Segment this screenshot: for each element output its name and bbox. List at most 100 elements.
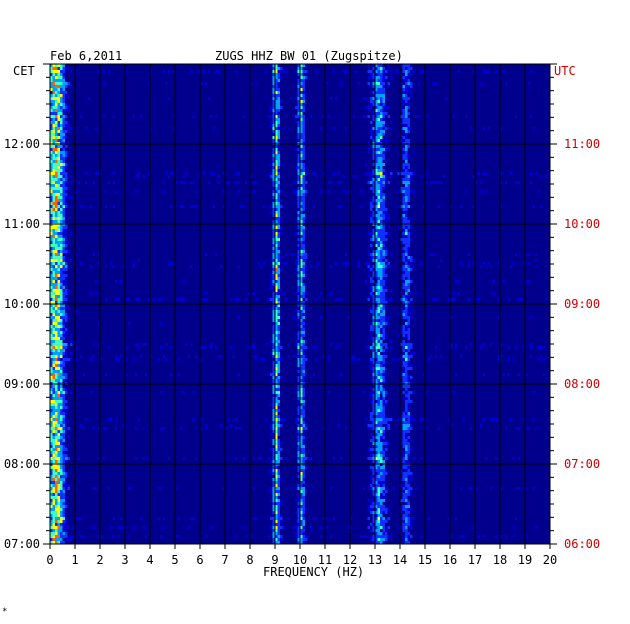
y-right-tick-label: 06:00 [564, 537, 600, 551]
heat-cell [405, 109, 408, 112]
heat-cell [65, 376, 68, 379]
heat-cell [57, 370, 60, 373]
heat-cell [380, 310, 383, 313]
heat-cell [372, 331, 375, 334]
heat-cell [300, 433, 303, 436]
heat-cell [52, 505, 55, 508]
heat-cell [402, 229, 405, 232]
x-tick-label: 14 [393, 553, 407, 567]
heat-cell [275, 106, 278, 109]
heat-cell [55, 319, 58, 322]
heat-cell [277, 211, 280, 214]
heat-cell [305, 490, 308, 493]
heat-cell [380, 178, 383, 181]
heat-cell [297, 172, 300, 175]
heat-cell [387, 535, 390, 538]
heat-cell [350, 526, 353, 529]
heat-cell [367, 448, 370, 451]
heat-cell [272, 184, 275, 187]
heat-cell [55, 88, 58, 91]
heat-cell [405, 499, 408, 502]
heat-cell [370, 325, 373, 328]
heat-cell [117, 535, 120, 538]
heat-cell [62, 163, 65, 166]
heat-cell [375, 451, 378, 454]
heat-cell [62, 130, 65, 133]
heat-cell [50, 151, 53, 154]
heat-cell [375, 64, 378, 67]
heat-cell [362, 535, 365, 538]
y-right-tick-label: 09:00 [564, 297, 600, 311]
heat-cell [405, 214, 408, 217]
heat-cell [377, 271, 380, 274]
heat-cell [55, 115, 58, 118]
heat-cell [310, 391, 313, 394]
heat-cell [377, 244, 380, 247]
heat-cell [245, 181, 248, 184]
heat-cell [65, 226, 68, 229]
heat-cell [382, 355, 385, 358]
heat-cell [50, 427, 53, 430]
heat-cell [277, 229, 280, 232]
heat-cell [377, 349, 380, 352]
heat-cell [277, 250, 280, 253]
heat-cell [270, 280, 273, 283]
heat-cell [70, 196, 73, 199]
heat-cell [372, 277, 375, 280]
heat-cell [402, 151, 405, 154]
heat-cell [50, 421, 53, 424]
heat-cell [307, 535, 310, 538]
heat-cell [177, 373, 180, 376]
heat-cell [60, 313, 63, 316]
heat-cell [65, 340, 68, 343]
heat-cell [372, 475, 375, 478]
heat-cell [372, 175, 375, 178]
heat-cell [92, 355, 95, 358]
heat-cell [62, 535, 65, 538]
heat-cell [300, 196, 303, 199]
heat-cell [377, 160, 380, 163]
heat-cell [372, 109, 375, 112]
heat-cell [380, 70, 383, 73]
heat-cell [402, 253, 405, 256]
heat-cell [50, 451, 53, 454]
heat-cell [297, 352, 300, 355]
heat-cell [377, 439, 380, 442]
heat-cell [52, 280, 55, 283]
heat-cell [525, 280, 528, 283]
heat-cell [55, 205, 58, 208]
heat-cell [57, 109, 60, 112]
heat-cell [275, 310, 278, 313]
heat-cell [382, 211, 385, 214]
heat-cell [402, 439, 405, 442]
heat-cell [372, 535, 375, 538]
heat-cell [62, 73, 65, 76]
heat-cell [385, 70, 388, 73]
heat-cell [52, 274, 55, 277]
heat-cell [52, 349, 55, 352]
heat-cell [397, 226, 400, 229]
heat-cell [272, 346, 275, 349]
heat-cell [272, 79, 275, 82]
heat-cell [277, 496, 280, 499]
heat-cell [55, 397, 58, 400]
heat-cell [407, 304, 410, 307]
heat-cell [377, 391, 380, 394]
heat-cell [62, 67, 65, 70]
heat-cell [382, 421, 385, 424]
x-tick-label: 19 [518, 553, 532, 567]
y-left-tick-label: 07:00 [4, 537, 40, 551]
heat-cell [372, 532, 375, 535]
heat-cell [57, 541, 60, 544]
heat-cell [200, 427, 203, 430]
heat-cell [382, 448, 385, 451]
heat-cell [277, 67, 280, 70]
heat-cell [65, 178, 68, 181]
heat-cell [337, 343, 340, 346]
heat-cell [65, 172, 68, 175]
heat-cell [272, 508, 275, 511]
heat-cell [272, 121, 275, 124]
heat-cell [302, 454, 305, 457]
heat-cell [225, 427, 228, 430]
heat-cell [302, 115, 305, 118]
